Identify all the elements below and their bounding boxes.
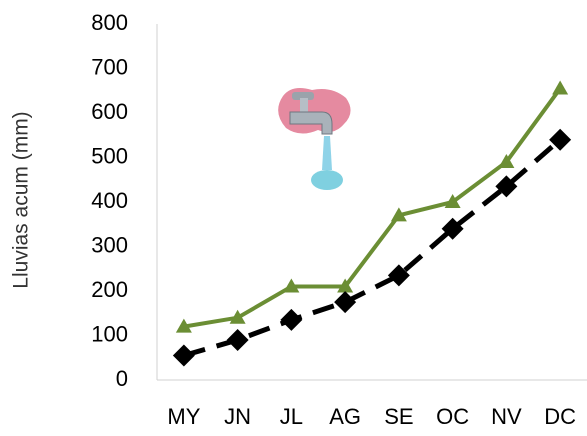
data-point xyxy=(175,318,192,333)
x-tick-label: OC xyxy=(436,404,469,429)
data-point xyxy=(226,328,249,351)
x-tick-label: JL xyxy=(280,404,303,429)
x-tick-label: JN xyxy=(224,404,251,429)
y-tick-label: 600 xyxy=(91,99,128,124)
data-point xyxy=(337,278,354,293)
data-point xyxy=(172,344,195,367)
data-point xyxy=(549,128,572,151)
x-tick-label: SE xyxy=(384,404,413,429)
y-tick-label: 200 xyxy=(91,277,128,302)
y-tick-label: 800 xyxy=(91,10,128,35)
data-point xyxy=(498,153,515,168)
y-tick-label: 700 xyxy=(91,54,128,79)
x-tick-label: DC xyxy=(544,404,576,429)
series-line xyxy=(183,87,562,329)
y-tick-label: 0 xyxy=(116,366,128,391)
series-line xyxy=(183,137,562,358)
y-tick-label: 400 xyxy=(91,188,128,213)
x-tick-label: AG xyxy=(329,404,361,429)
data-point xyxy=(280,308,303,331)
data-point xyxy=(229,309,246,324)
data-point xyxy=(283,278,300,293)
data-point xyxy=(390,207,407,222)
data-point xyxy=(441,217,464,240)
x-tick-label: NV xyxy=(491,404,522,429)
data-point xyxy=(552,80,569,95)
data-point xyxy=(444,194,461,208)
x-tick-label: MY xyxy=(167,404,200,429)
y-tick-label: 100 xyxy=(91,321,128,346)
data-point xyxy=(334,291,357,314)
data-point xyxy=(387,264,410,287)
data-point xyxy=(495,175,518,198)
faucet-icon xyxy=(278,88,351,190)
y-tick-label: 300 xyxy=(91,232,128,257)
y-tick-label: 500 xyxy=(91,143,128,168)
y-axis-label: Lluvias acum (mm) xyxy=(10,111,33,288)
